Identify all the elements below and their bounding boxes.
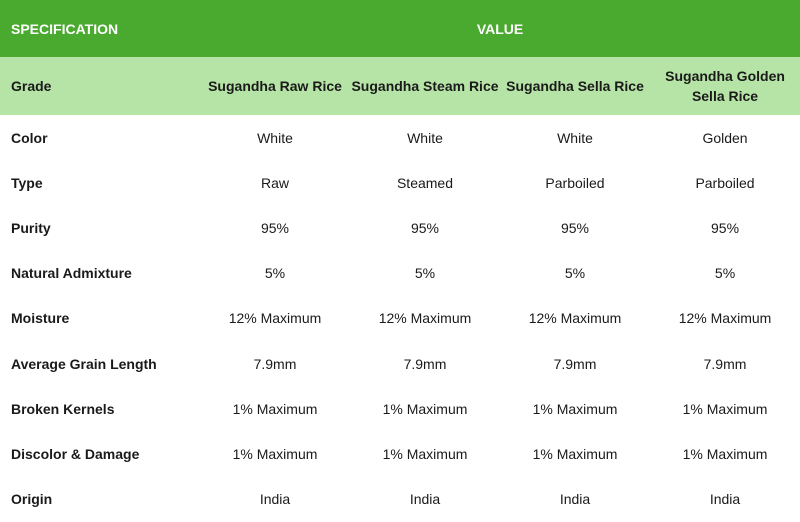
table-row: Type Raw Steamed Parboiled Parboiled — [0, 160, 800, 205]
value-cell: 5% — [564, 265, 586, 282]
row-label: Moisture — [11, 310, 70, 327]
grade-label: Grade — [0, 57, 200, 115]
row-label: Color — [11, 129, 48, 146]
value-cell: 95% — [560, 219, 590, 236]
value-cell: 1% Maximum — [532, 445, 618, 462]
value-cell: 7.9mm — [253, 355, 297, 372]
value-cell: Parboiled — [545, 174, 605, 191]
value-cell: 1% Maximum — [682, 445, 768, 462]
grade-cell: Sugandha Steam Rice — [350, 57, 500, 115]
row-label: Type — [11, 174, 43, 191]
table-row: Broken Kernels 1% Maximum 1% Maximum 1% Max… — [0, 386, 800, 431]
row-label: Broken Kernels — [11, 400, 115, 417]
table-row: Natural Admixture 5% 5% 5% 5% — [0, 251, 800, 296]
value-cell: 5% — [264, 265, 286, 282]
grade-cell: Sugandha Raw Rice — [200, 57, 350, 115]
specification-header: SPECIFICATION — [0, 0, 200, 57]
value-cell: 1% Maximum — [382, 400, 468, 417]
value-cell: 1% Maximum — [382, 445, 468, 462]
value-cell: White — [257, 129, 293, 146]
value-cell: 95% — [260, 219, 290, 236]
value-cell: India — [259, 491, 291, 508]
table-row: Purity 95% 95% 95% 95% — [0, 205, 800, 250]
table-row: Average Grain Length 7.9mm 7.9mm 7.9mm 7.9mm — [0, 341, 800, 386]
value-header: VALUE — [200, 0, 800, 57]
value-cell: India — [409, 491, 441, 508]
table-row: Discolor & Damage 1% Maximum 1% Maximum 1% … — [0, 431, 800, 476]
table-row: Moisture 12% Maximum 12% Maximum 12% Maximu… — [0, 296, 800, 341]
value-cell: White — [407, 129, 443, 146]
value-cell: 95% — [711, 219, 740, 236]
value-cell: 7.9mm — [703, 355, 747, 372]
value-cell: Parboiled — [695, 174, 755, 191]
value-cell: 5% — [414, 265, 436, 282]
value-cell: India — [709, 491, 741, 508]
row-label: Origin — [11, 491, 53, 508]
value-cell: 12% Maximum — [528, 310, 622, 327]
value-cell: 95% — [410, 219, 440, 236]
value-cell: Raw — [260, 174, 289, 191]
table-row: Color White White White Golden — [0, 115, 800, 160]
table-row: Origin India India India India — [0, 477, 800, 522]
value-cell: 7.9mm — [553, 355, 597, 372]
row-label: Discolor & Damage — [11, 445, 140, 462]
value-cell: White — [557, 129, 593, 146]
value-cell: 12% Maximum — [228, 310, 322, 327]
row-label: Natural Admixture — [11, 265, 132, 282]
value-cell: 1% Maximum — [682, 400, 768, 417]
grade-cell: Sugandha Sella Rice — [500, 57, 650, 115]
value-cell: 7.9mm — [403, 355, 447, 372]
value-cell: 12% Maximum — [678, 310, 772, 327]
value-cell: India — [559, 491, 591, 508]
value-cell: 12% Maximum — [378, 310, 472, 327]
grade-cell: Sugandha Golden Sella Rice — [650, 57, 800, 115]
grade-row: Grade Sugandha Raw Rice Sugandha Steam R… — [0, 57, 800, 115]
value-cell: Steamed — [396, 174, 454, 191]
value-cell: 1% Maximum — [232, 400, 318, 417]
row-label: Purity — [11, 219, 51, 236]
value-cell: 1% Maximum — [532, 400, 618, 417]
value-cell: Golden — [702, 129, 748, 146]
row-label: Average Grain Length — [11, 355, 157, 372]
value-cell: 1% Maximum — [232, 445, 318, 462]
table-header-row: SPECIFICATION VALUE — [0, 0, 800, 57]
value-cell: 5% — [714, 265, 736, 282]
